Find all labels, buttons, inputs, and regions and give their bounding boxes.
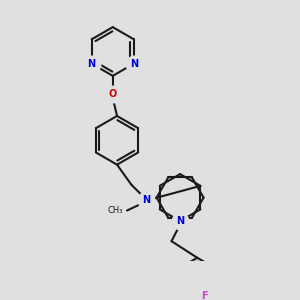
Text: O: O: [109, 89, 117, 100]
Text: N: N: [176, 216, 184, 226]
Text: N: N: [130, 59, 138, 69]
Text: F: F: [201, 291, 208, 300]
Text: N: N: [88, 59, 96, 69]
Text: N: N: [142, 196, 150, 206]
Text: CH₃: CH₃: [107, 206, 123, 215]
